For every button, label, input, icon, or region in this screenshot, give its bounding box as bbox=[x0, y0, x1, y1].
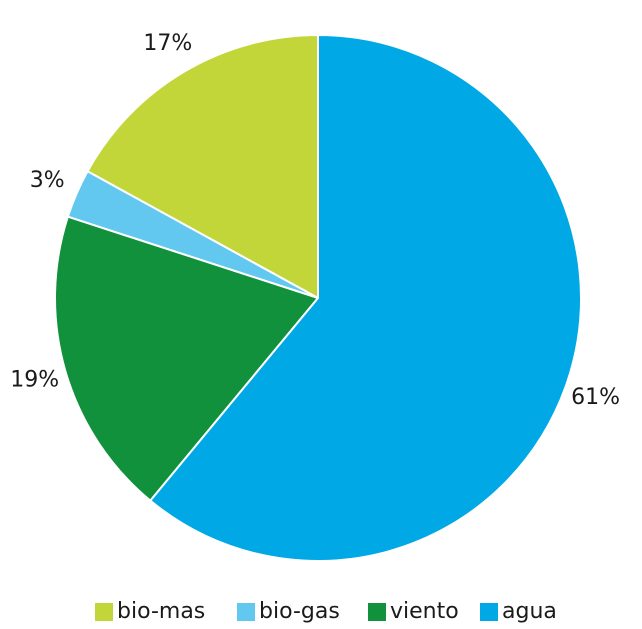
pie-slice bbox=[54, 215, 320, 503]
data-label: 17% bbox=[143, 31, 192, 56]
data-label: 3% bbox=[30, 168, 65, 193]
legend-label: bio-mas bbox=[117, 599, 205, 624]
data-label: 19% bbox=[10, 367, 59, 392]
legend-swatch bbox=[480, 603, 498, 621]
data-label: 61% bbox=[571, 385, 620, 410]
legend-label: bio-gas bbox=[259, 599, 340, 624]
legend-swatch bbox=[95, 603, 113, 621]
pie-slice bbox=[148, 33, 582, 562]
legend-label: viento bbox=[390, 599, 459, 624]
legend-swatch bbox=[237, 603, 255, 621]
pie-slice bbox=[86, 33, 319, 300]
legend-swatch bbox=[368, 603, 386, 621]
legend-label: agua bbox=[502, 599, 557, 624]
